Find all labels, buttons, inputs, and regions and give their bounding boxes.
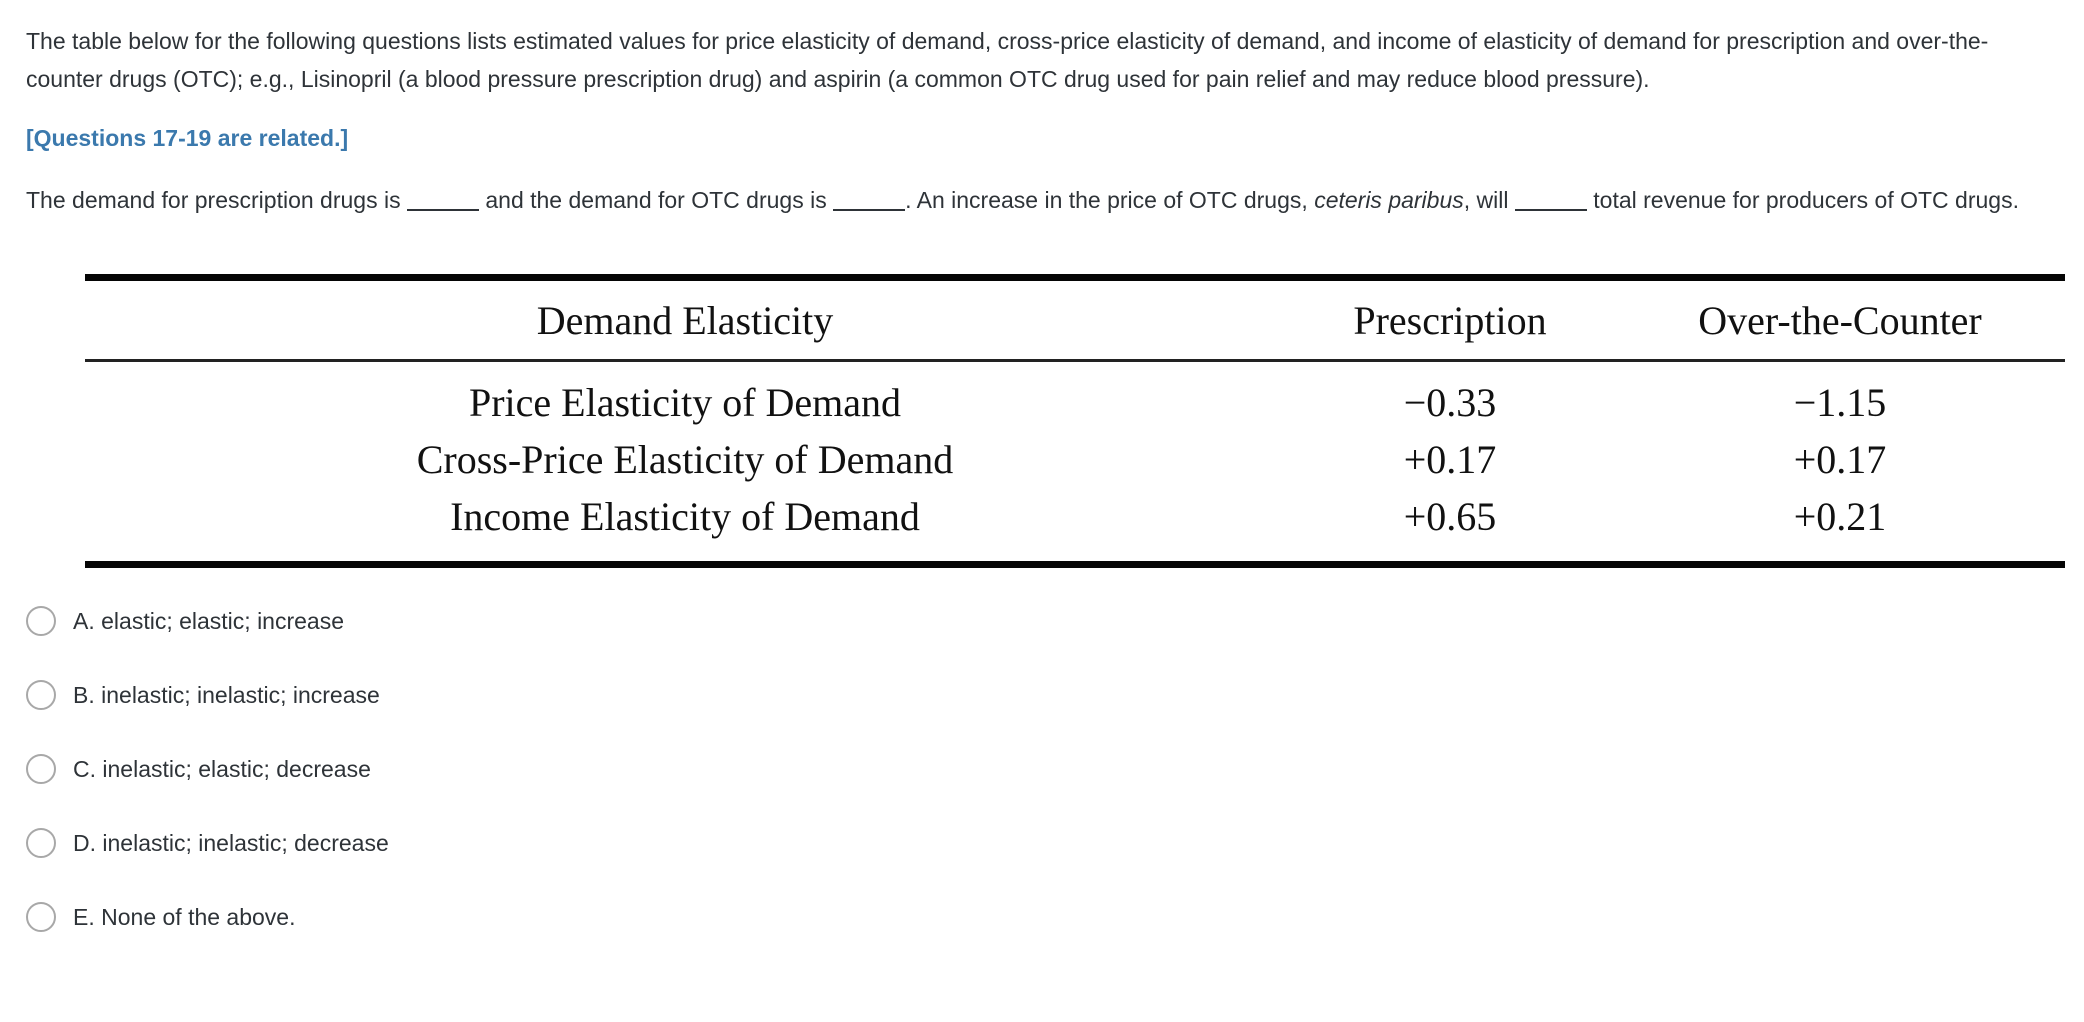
question-text: The demand for prescription drugs is and… (26, 181, 2066, 219)
question-part-2: and the demand for OTC drugs is (485, 187, 827, 213)
option-b[interactable]: B. inelastic; inelastic; increase (26, 678, 2058, 712)
question-italic-phrase: ceteris paribus (1314, 187, 1464, 213)
row-label: Price Elasticity of Demand (468, 380, 902, 425)
option-a-label: A. elastic; elastic; increase (73, 608, 345, 634)
option-c[interactable]: C. inelastic; elastic; decrease (26, 752, 2058, 786)
elasticity-table: Demand Elasticity Prescription Over-the-… (85, 274, 2065, 568)
radio-button-icon[interactable] (26, 828, 56, 858)
header-prescription: Prescription (1353, 297, 1547, 343)
quiz-question-page: The table below for the following questi… (26, 28, 2066, 934)
radio-button-icon[interactable] (26, 606, 56, 636)
option-d-label: D. inelastic; inelastic; decrease (73, 830, 389, 856)
option-e[interactable]: E. None of the above. (26, 900, 2058, 934)
radio-button-icon[interactable] (26, 680, 56, 710)
otc-value: +0.17 (1793, 437, 1887, 482)
related-questions-note: [Questions 17-19 are related.] (26, 125, 349, 151)
radio-button-icon[interactable] (26, 754, 56, 784)
option-c-label: C. inelastic; elastic; decrease (73, 756, 371, 782)
table-header-row: Demand Elasticity Prescription Over-the-… (85, 281, 2065, 362)
option-a[interactable]: A. elastic; elastic; increase (26, 604, 2058, 638)
otc-value: +0.21 (1793, 494, 1887, 539)
radio-button-icon[interactable] (26, 902, 56, 932)
question-part-5: total revenue for producers of OTC drugs… (1593, 187, 2019, 213)
table-row: Cross-Price Elasticity of Demand +0.17 +… (85, 431, 2065, 488)
question-part-4: , will (1463, 187, 1509, 213)
option-e-label: E. None of the above. (73, 904, 296, 930)
prescription-value: +0.65 (1403, 494, 1497, 539)
answer-blank-2 (833, 195, 906, 211)
prescription-value: +0.17 (1403, 437, 1497, 482)
option-b-label: B. inelastic; inelastic; increase (73, 682, 380, 708)
table-row: Price Elasticity of Demand −0.33 −1.15 (85, 374, 2065, 431)
header-demand-elasticity: Demand Elasticity (536, 297, 834, 343)
prescription-value: −0.33 (1403, 380, 1497, 425)
row-label: Cross-Price Elasticity of Demand (416, 437, 954, 482)
otc-value: −1.15 (1793, 380, 1887, 425)
intro-paragraph: The table below for the following questi… (26, 28, 1989, 92)
question-part-3: . An increase in the price of OTC drugs, (905, 187, 1308, 213)
header-over-the-counter: Over-the-Counter (1698, 297, 1982, 343)
row-label: Income Elasticity of Demand (450, 494, 920, 539)
answer-blank-3 (1514, 195, 1587, 211)
table-body: Price Elasticity of Demand −0.33 −1.15 C… (85, 362, 2065, 561)
answer-blank-1 (406, 195, 479, 211)
option-d[interactable]: D. inelastic; inelastic; decrease (26, 826, 2058, 860)
question-part-1: The demand for prescription drugs is (26, 187, 401, 213)
answer-options: A. elastic; elastic; increase B. inelast… (26, 604, 2058, 934)
table-row: Income Elasticity of Demand +0.65 +0.21 (85, 488, 2065, 545)
